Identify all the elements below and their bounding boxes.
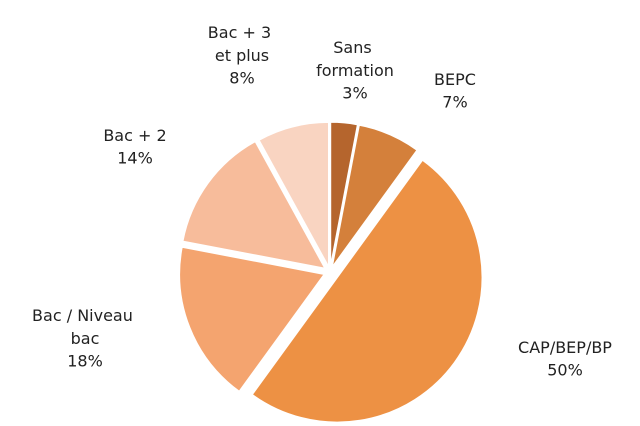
- pie-slice: [251, 158, 484, 424]
- slice-label: BEPC: [434, 70, 476, 89]
- slice-value-label: 7%: [442, 93, 467, 112]
- slice-label: Sans formation: [316, 38, 394, 80]
- slice-value-label: 50%: [547, 361, 583, 380]
- slice-label: Bac + 2: [103, 126, 166, 145]
- slice-value-label: 3%: [342, 84, 367, 103]
- slice-value-label: 8%: [229, 69, 254, 88]
- slice-value-label: 18%: [67, 352, 103, 371]
- pie-slice: [257, 121, 330, 268]
- slice-value-label: 14%: [117, 149, 153, 168]
- slice-label: Bac / Niveau bac: [32, 306, 138, 348]
- pie-slice: [329, 121, 359, 268]
- pie-slice: [181, 140, 327, 270]
- slice-label: CAP/BEP/BP: [518, 338, 612, 357]
- pie-slice: [178, 246, 326, 393]
- slice-label: Bac + 3 et plus: [208, 23, 276, 65]
- pie-slice: [331, 124, 419, 268]
